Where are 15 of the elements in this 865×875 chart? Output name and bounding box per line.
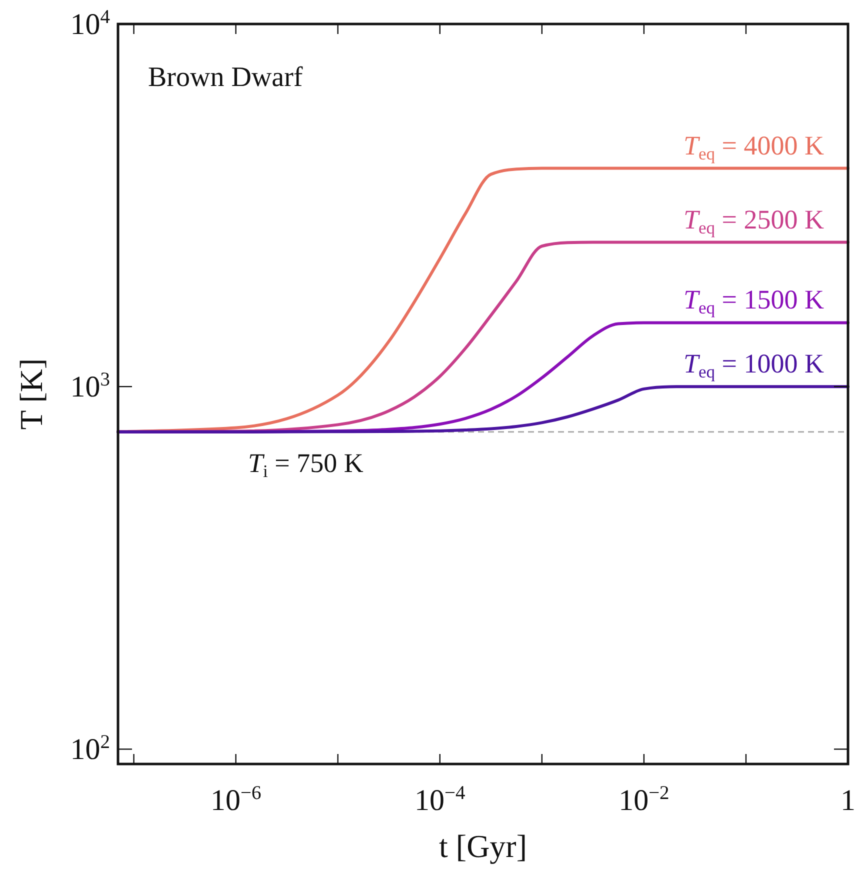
x-tick-label: 10$^{−4}$ (414, 783, 466, 817)
y-tick-label: 10$^{2}$ (70, 732, 110, 766)
ref-line-label: T$_{i}$ = 750 K (248, 448, 364, 480)
series-label: T$_{eq}$ = 1000 K (683, 348, 824, 382)
x-tick-label: 10$^{−2}$ (618, 783, 670, 817)
y-tick-label: 10$^{4}$ (70, 7, 110, 41)
y-tick-label: 10$^{3}$ (70, 370, 110, 404)
annotation: Brown Dwarf (148, 62, 304, 93)
series-label: T$_{eq}$ = 4000 K (683, 130, 824, 163)
x-tick-label: 10$^{−6}$ (210, 783, 262, 817)
x-tick-label: 1 (840, 784, 856, 817)
series-label: T$_{eq}$ = 1500 K (683, 284, 824, 318)
y-axis-title: T [K] (13, 358, 49, 430)
series-label: T$_{eq}$ = 2500 K (683, 204, 824, 237)
x-axis-title: t [Gyr] (439, 828, 527, 864)
